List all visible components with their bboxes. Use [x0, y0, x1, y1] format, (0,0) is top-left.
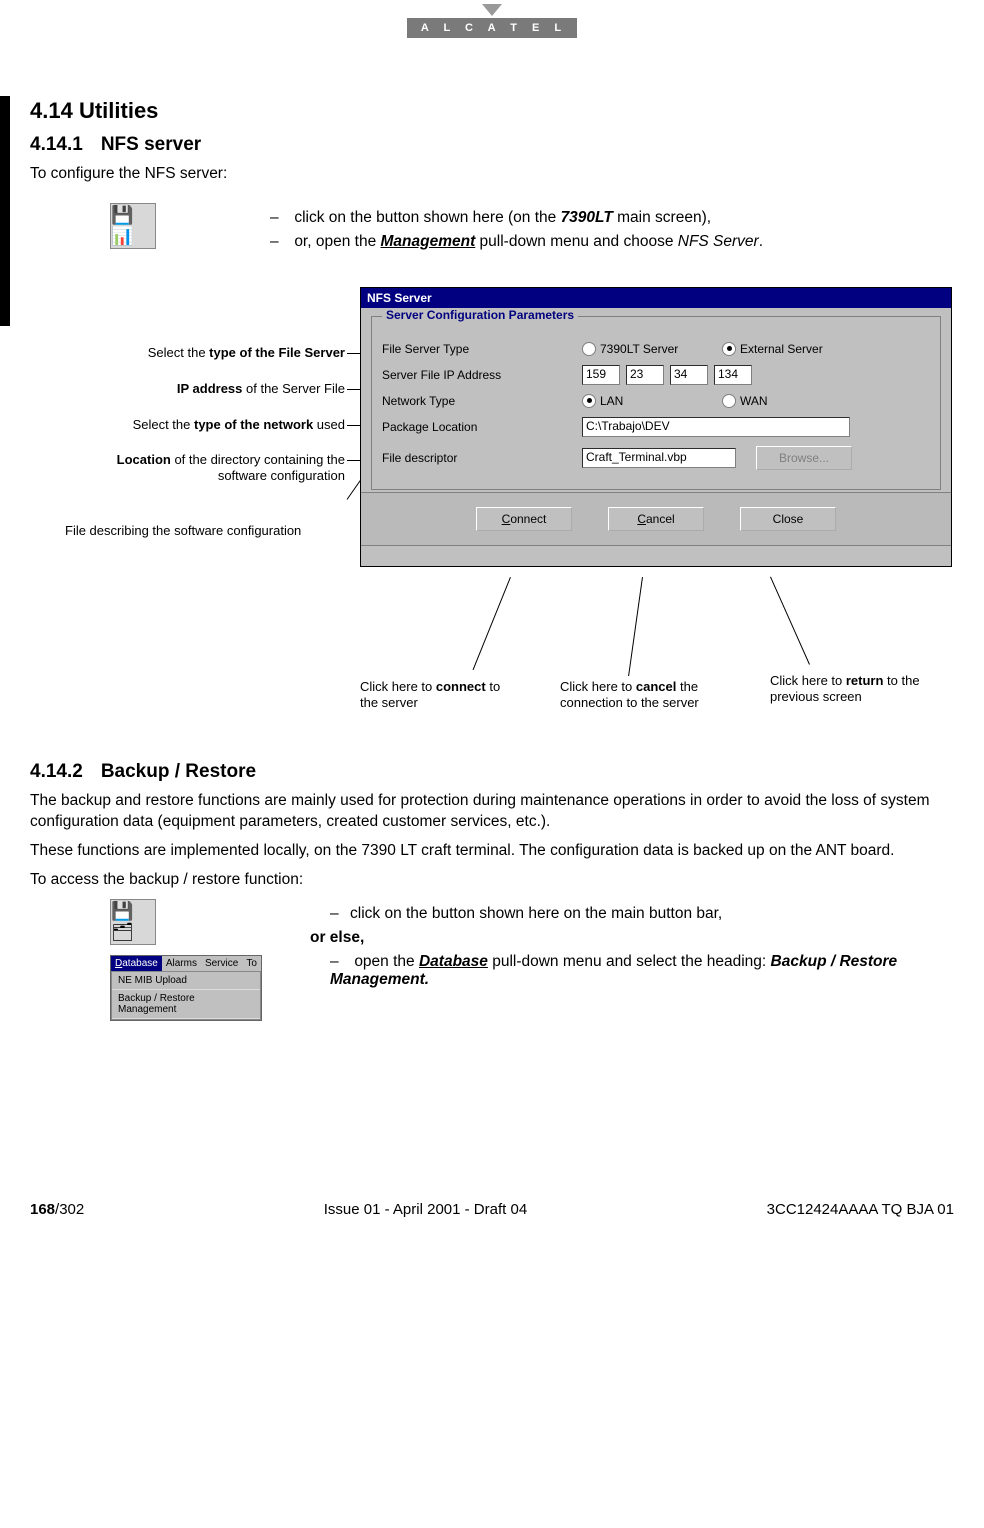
input-file-descriptor[interactable]: Craft_Terminal.vbp	[582, 448, 736, 468]
label-file-server-type: File Server Type	[382, 342, 582, 356]
menu-to: To	[242, 956, 261, 971]
bullet-2a: –click on the button shown here on the m…	[330, 905, 954, 923]
radio-external-server[interactable]: External Server	[722, 342, 823, 356]
label-package-location: Package Location	[382, 420, 582, 434]
radio-lan[interactable]: LAN	[582, 394, 722, 408]
menu-screenshot: Database Alarms Service To NE MIB Upload…	[110, 955, 262, 1021]
or-else: or else,	[310, 929, 954, 947]
dialog-statusbar	[361, 545, 951, 566]
left-margin-bar	[0, 96, 10, 326]
annotation-network-type: Select the type of the network used	[65, 417, 345, 433]
menu-item-backup-restore: Backup / Restore Management	[112, 990, 260, 1019]
groupbox-title: Server Configuration Parameters	[382, 308, 578, 322]
radio-7390lt-server[interactable]: 7390LT Server	[582, 342, 722, 356]
nfs-server-dialog: NFS Server Server Configuration Paramete…	[360, 287, 952, 567]
close-button[interactable]: Close	[740, 507, 836, 531]
annotation-file-server-type: Select the type of the File Server	[65, 345, 345, 361]
logo-text: A L C A T E L	[407, 18, 577, 38]
bullet-1a: – click on the button shown here (on the…	[270, 209, 763, 227]
bullet-1b: – or, open the Management pull-down menu…	[270, 233, 763, 251]
browse-button[interactable]: Browse...	[756, 446, 852, 470]
label-ip-address: Server File IP Address	[382, 368, 582, 382]
annotation-location: Location of the directory containing the…	[65, 452, 345, 485]
logo: A L C A T E L	[30, 0, 954, 38]
menu-database: Database	[111, 956, 162, 971]
menu-alarms: Alarms	[162, 956, 201, 971]
connect-button[interactable]: Connect	[476, 507, 572, 531]
annotation-cancel: Click here to cancel the connection to t…	[560, 679, 750, 712]
dialog-titlebar: NFS Server	[361, 288, 951, 308]
nfs-toolbar-icon: 💾📊	[110, 203, 156, 249]
page-footer: 168/302 Issue 01 - April 2001 - Draft 04…	[30, 1201, 954, 1218]
label-file-descriptor: File descriptor	[382, 451, 582, 465]
menu-service: Service	[201, 956, 242, 971]
annotation-ip-address: IP address of the Server File	[65, 381, 345, 397]
menu-item-upload: NE MIB Upload	[112, 972, 260, 990]
subsection-1-heading: 4.14.1NFS server	[30, 134, 954, 156]
para-2a: The backup and restore functions are mai…	[30, 791, 954, 833]
para-2c: To access the backup / restore function:	[30, 870, 954, 891]
bullet-2b: – open the Database pull-down menu and s…	[330, 953, 954, 989]
annotation-file-descriptor: File describing the software configurati…	[65, 523, 365, 539]
annotation-return: Click here to return to the previous scr…	[770, 673, 940, 706]
backup-toolbar-icon: 💾🗂	[110, 899, 156, 945]
ip-octet-2[interactable]: 23	[626, 365, 664, 385]
radio-wan[interactable]: WAN	[722, 394, 768, 408]
annotation-connect: Click here to connect to the server	[360, 679, 520, 712]
footer-center: Issue 01 - April 2001 - Draft 04	[324, 1201, 527, 1218]
footer-right: 3CC12424AAAA TQ BJA 01	[767, 1201, 954, 1218]
ip-octet-4[interactable]: 134	[714, 365, 752, 385]
section-heading: 4.14 Utilities	[30, 98, 954, 124]
para-2b: These functions are implemented locally,…	[30, 841, 954, 862]
cancel-button[interactable]: Cancel	[608, 507, 704, 531]
input-package-location[interactable]: C:\Trabajo\DEV	[582, 417, 850, 437]
intro-text-1: To configure the NFS server:	[30, 164, 954, 185]
ip-octet-1[interactable]: 159	[582, 365, 620, 385]
subsection-2-heading: 4.14.2Backup / Restore	[30, 761, 954, 783]
ip-octet-3[interactable]: 34	[670, 365, 708, 385]
label-network-type: Network Type	[382, 394, 582, 408]
